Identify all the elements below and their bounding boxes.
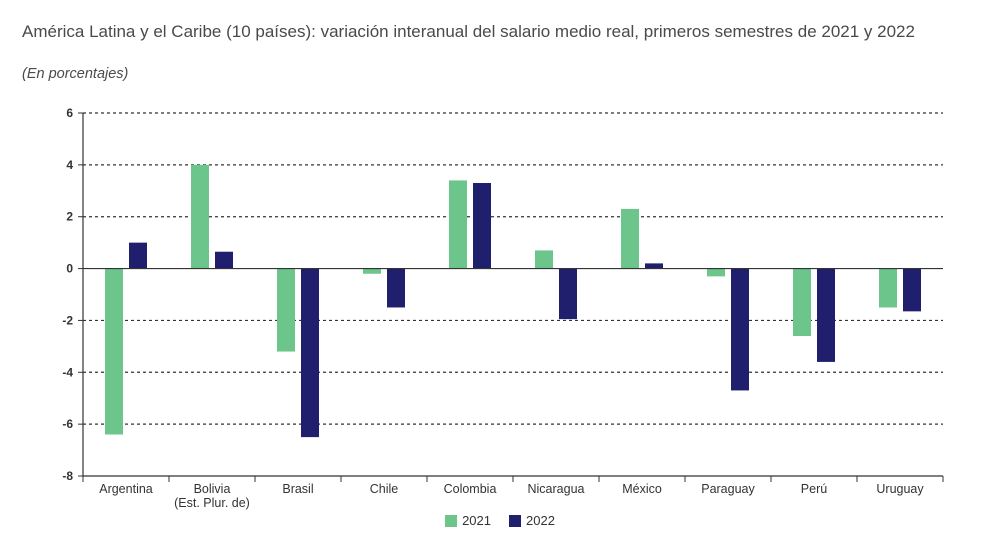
bar-2021-chile	[363, 268, 381, 274]
chart-title: América Latina y el Caribe (10 países): …	[22, 22, 915, 41]
y-tick-label: 2	[66, 210, 73, 224]
x-tick-label: (Est. Plur. de)	[174, 496, 250, 510]
y-tick-label: 6	[66, 106, 73, 120]
bar-2022-chile	[387, 268, 405, 308]
y-axis: 6 4 2 0 -2 -4 -6 -8	[62, 106, 84, 483]
bar-2021-paraguay	[707, 268, 725, 277]
bar-2022-méxico	[645, 263, 663, 269]
bar-2021-perú	[793, 268, 811, 336]
bar-2022-perú	[817, 268, 835, 362]
x-tick-label: Argentina	[99, 482, 153, 496]
bar-2021-nicaragua	[535, 250, 553, 269]
bar-2022-paraguay	[731, 268, 749, 391]
legend-label-2022: 2022	[526, 513, 555, 528]
y-tick-label: 4	[66, 158, 73, 172]
bar-2021-colombia	[449, 180, 467, 269]
y-tick-label: -4	[62, 365, 73, 379]
bar-2022-bolivia	[215, 251, 233, 269]
bar-2021-argentina	[105, 268, 123, 435]
x-tick-label: México	[622, 482, 662, 496]
bar-2022-brasil	[301, 268, 319, 438]
bar-2022-uruguay	[903, 268, 921, 312]
y-tick-label: -2	[62, 313, 73, 327]
legend-swatch-2021	[445, 514, 458, 527]
y-tick-label: -6	[62, 417, 73, 431]
bar-2021-uruguay	[879, 268, 897, 308]
x-tick-label: Uruguay	[876, 482, 924, 496]
x-tick-label: Paraguay	[701, 482, 755, 496]
x-axis: Argentina Bolivia(Est. Plur. de) Brasil Chi…	[82, 267, 944, 510]
x-tick-label: Bolivia	[194, 482, 231, 496]
bars	[105, 164, 921, 438]
y-tick-label: -8	[62, 469, 73, 483]
legend-item-2021: 2021	[445, 513, 491, 528]
y-tick-label: 0	[66, 262, 73, 276]
legend-item-2022: 2022	[509, 513, 555, 528]
legend-swatch-2022	[509, 514, 521, 527]
x-tick-label: Brasil	[282, 482, 313, 496]
x-tick-label: Chile	[370, 482, 399, 496]
legend: 2021 2022	[0, 513, 1000, 528]
x-tick-label: Nicaragua	[528, 482, 585, 496]
x-tick-label: Colombia	[444, 482, 497, 496]
x-tick-label: Perú	[801, 482, 827, 496]
bar-2021-brasil	[277, 268, 295, 352]
legend-label-2021: 2021	[462, 513, 491, 528]
bar-2022-colombia	[473, 183, 491, 269]
bar-2021-méxico	[621, 208, 639, 269]
bar-2022-argentina	[129, 242, 147, 269]
bar-2021-bolivia	[191, 164, 209, 269]
chart-subtitle: (En porcentajes)	[22, 66, 129, 82]
bar-2022-nicaragua	[559, 268, 577, 320]
